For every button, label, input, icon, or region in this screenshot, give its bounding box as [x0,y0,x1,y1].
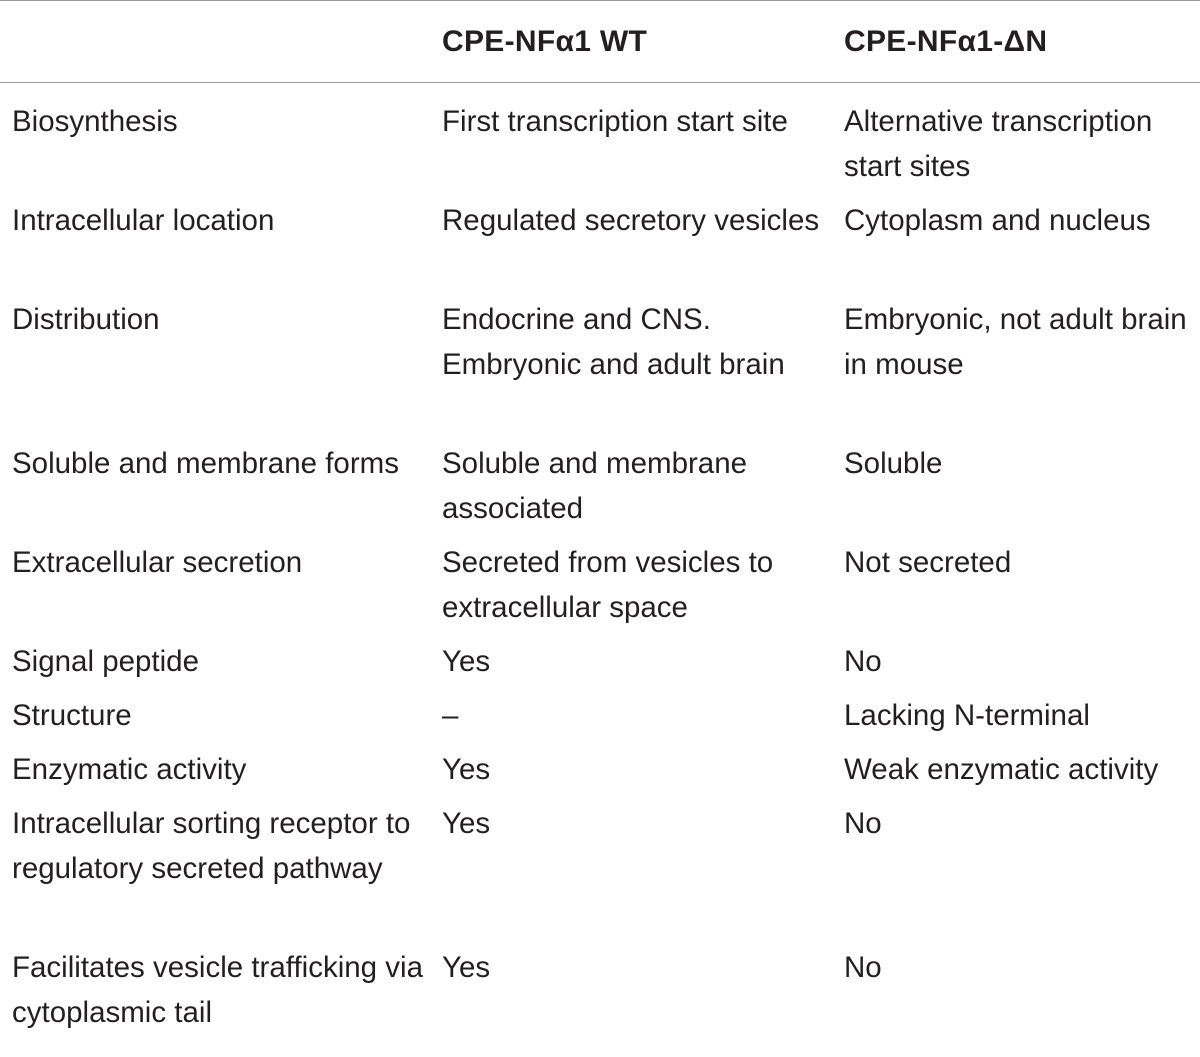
row-label: Biosynthesis [12,105,178,138]
table-row: Extracellular secretion Secreted from ve… [0,531,1200,630]
wt-cell: Soluble and membrane associated [442,447,748,525]
delta-n-cell: Alternative transcription start sites [844,105,1153,183]
wt-cell: Yes [442,753,491,786]
row-label: Extracellular secretion [12,546,303,579]
table-header-row: CPE-NFα1 WT CPE-NFα1-ΔN [0,0,1200,83]
wt-cell: Regulated secretory vesicles [442,204,820,237]
table-row: Intracellular location Regulated secreto… [0,189,1200,288]
delta-n-cell: Not secreted [844,546,1012,579]
comparison-table: CPE-NFα1 WT CPE-NFα1-ΔN Biosynthesis Fir… [0,0,1200,1035]
wt-cell: Secreted from vesicles to extracellular … [442,546,774,624]
header-cell-wt: CPE-NFα1 WT [442,25,648,58]
row-label: Soluble and membrane forms [12,447,399,480]
table-row: Intracellular sorting receptor to regula… [0,792,1200,936]
delta-n-cell: Lacking N-terminal [844,699,1090,732]
delta-n-cell: Weak enzymatic activity [844,753,1159,786]
wt-cell: – [442,699,459,732]
wt-cell: Yes [442,951,491,984]
wt-cell: First transcription start site [442,105,788,138]
row-label: Distribution [12,303,160,336]
wt-cell: Endocrine and CNS. Embryonic and adult b… [442,303,785,381]
table-row: Distribution Endocrine and CNS. Embryoni… [0,288,1200,432]
table-row: Facilitates vesicle trafficking via cyto… [0,936,1200,1035]
row-label: Enzymatic activity [12,753,247,786]
row-label: Intracellular sorting receptor to regula… [12,807,411,885]
table-row: Biosynthesis First transcription start s… [0,83,1200,190]
delta-n-cell: Cytoplasm and nucleus [844,204,1151,237]
delta-n-cell: Soluble [844,447,943,480]
table-row: Signal peptide Yes No [0,630,1200,684]
wt-cell: Yes [442,807,491,840]
row-label: Structure [12,699,132,732]
row-label: Intracellular location [12,204,275,237]
wt-cell: Yes [442,645,491,678]
header-cell-property [0,1,442,83]
table-row: Structure – Lacking N-terminal [0,684,1200,738]
header-cell-delta-n: CPE-NFα1-ΔN [844,25,1048,58]
row-label: Signal peptide [12,645,199,678]
table-row: Enzymatic activity Yes Weak enzymatic ac… [0,738,1200,792]
delta-n-cell: No [844,951,882,984]
delta-n-cell: No [844,645,882,678]
delta-n-cell: No [844,807,882,840]
table-row: Soluble and membrane forms Soluble and m… [0,432,1200,531]
delta-n-cell: Embryonic, not adult brain in mouse [844,303,1187,381]
row-label: Facilitates vesicle trafficking via cyto… [12,951,423,1029]
